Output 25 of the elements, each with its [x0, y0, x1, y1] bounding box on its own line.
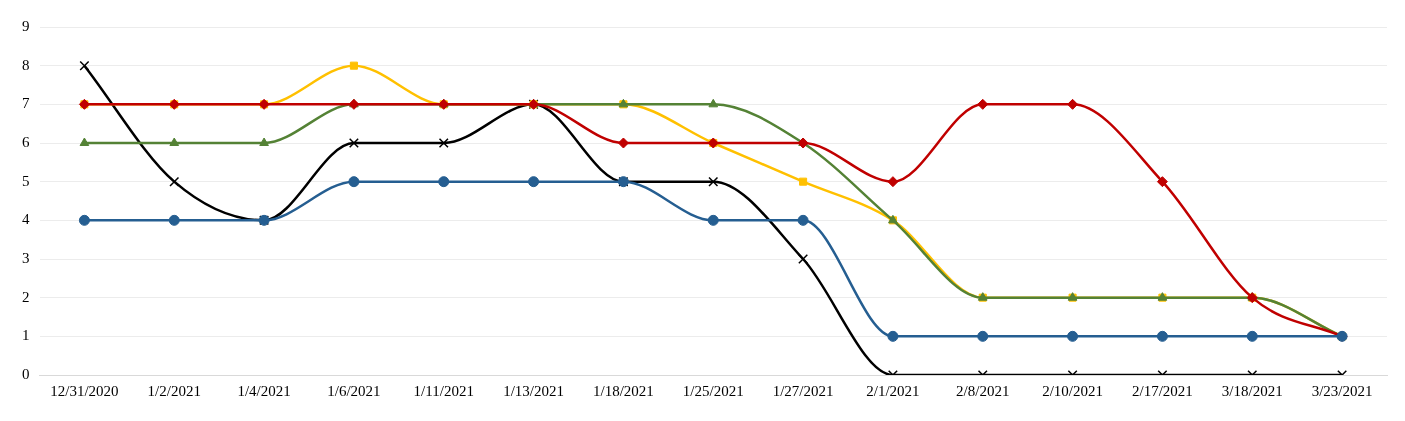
x-tick-label: 1/13/2021 — [503, 382, 565, 399]
y-tick-label: 6 — [22, 133, 30, 150]
x-tick-label: 1/18/2021 — [592, 382, 654, 399]
y-tick-label: 2 — [22, 288, 30, 305]
x-tick-label: 2/8/2021 — [956, 382, 1010, 399]
y-tick-label: 4 — [22, 211, 30, 228]
y-tick-label: 8 — [22, 56, 30, 73]
y-tick-label: 7 — [22, 95, 30, 112]
y-tick-label: 5 — [22, 172, 30, 189]
y-tick-label: 3 — [22, 249, 30, 266]
y-tick-label: 1 — [22, 327, 30, 344]
x-tick-label: 1/25/2021 — [682, 382, 744, 399]
x-tick-label: 2/10/2021 — [1042, 382, 1104, 399]
x-tick-label: 2/17/2021 — [1131, 382, 1193, 399]
x-tick-label: 3/23/2021 — [1311, 382, 1373, 399]
x-tick-label: 3/18/2021 — [1221, 382, 1283, 399]
x-tick-label: 1/27/2021 — [772, 382, 834, 399]
y-tick-label: 0 — [22, 365, 30, 382]
x-tick-label: 1/11/2021 — [413, 382, 474, 399]
x-tick-label: 1/6/2021 — [327, 382, 381, 399]
x-tick-label: 2/1/2021 — [866, 382, 920, 399]
x-tick-label: 1/2/2021 — [147, 382, 201, 399]
x-tick-label: 12/31/2020 — [50, 382, 119, 399]
x-tick-label: 1/4/2021 — [237, 382, 291, 399]
y-tick-label: 9 — [22, 17, 30, 34]
